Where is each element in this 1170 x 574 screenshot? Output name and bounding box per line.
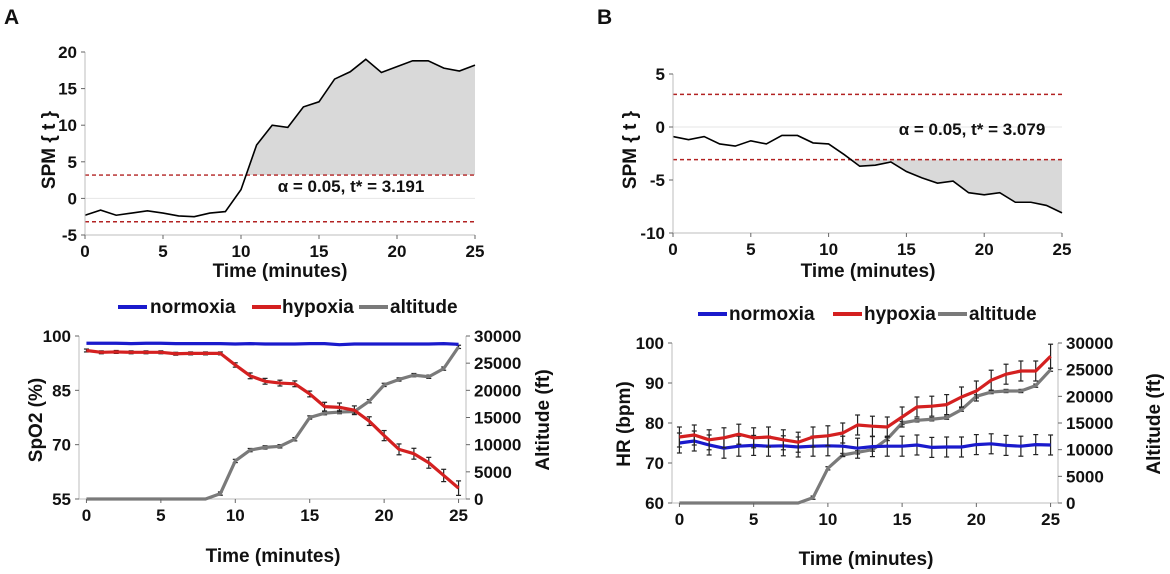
spm-a-xtick-label: 10 (232, 242, 251, 261)
spm-b-threshold-annotation: α = 0.05, t* = 3.079 (899, 120, 1046, 139)
tc-a-y2tick-label: 15000 (474, 409, 521, 428)
tc-b-y2label: Altitude (ft) (1144, 373, 1165, 474)
panel-label-b: B (597, 6, 612, 29)
spm-a-ylabel: SPM { t } (39, 110, 60, 189)
legend-b: normoxia hypoxia altitude (698, 304, 1037, 325)
tc-b-xtick-label: 0 (675, 510, 684, 529)
tc-b-xtick-label: 5 (749, 510, 758, 529)
spm-a-ytick-label: -5 (62, 226, 77, 245)
tc-a-xtick-label: 25 (449, 506, 468, 525)
legend-b-hypoxia-label: hypoxia (864, 304, 936, 325)
spm-a-cluster-shading (246, 59, 475, 176)
tc-b-xlabel: Time (minutes) (799, 549, 934, 570)
timecourse-plot-a: 55 70 85 100 0 5000 10000 15000 20000 25000 30000 0… (43, 327, 522, 525)
tc-a-y2tick-label: 20000 (474, 381, 521, 400)
spm-a-ytick-label: 0 (68, 189, 77, 208)
spm-a-xlabel: Time (minutes) (213, 261, 348, 282)
tc-a-xtick-label: 10 (226, 506, 245, 525)
legend-b-normoxia-label: normoxia (729, 304, 815, 325)
tc-b-altitude-line (679, 368, 1052, 505)
spm-a-ytick-label: 20 (58, 43, 77, 62)
spm-b-ytick-label: 5 (656, 65, 665, 84)
tc-b-y2tick-label: 30000 (1066, 334, 1113, 353)
legend-a-altitude-label: altitude (390, 297, 458, 318)
tc-b-y2tick-label: 20000 (1066, 387, 1113, 406)
spm-b-xtick-label: 10 (819, 240, 838, 259)
tc-a-ytick-label: 70 (52, 436, 71, 455)
spm-a-xtick-label: 20 (388, 242, 407, 261)
tc-a-y2tick-label: 10000 (474, 436, 521, 455)
legend-a: normoxia hypoxia altitude (118, 297, 458, 318)
tc-b-ytick-label: 70 (645, 454, 664, 473)
tc-b-ytick-label: 90 (645, 374, 664, 393)
tc-a-xtick-label: 5 (156, 506, 165, 525)
spm-b-ytick-label: -10 (640, 224, 665, 243)
tc-a-ytick-label: 100 (43, 327, 71, 346)
tc-a-y2tick-label: 5000 (474, 463, 512, 482)
tc-b-ylabel: HR (bpm) (614, 381, 635, 466)
tc-a-y2tick-label: 30000 (474, 327, 521, 346)
spm-b-xtick-label: 20 (975, 240, 994, 259)
spm-b-xtick-label: 15 (897, 240, 916, 259)
tc-b-ytick-label: 80 (645, 414, 664, 433)
spm-b-ytick-label: -5 (650, 171, 665, 190)
spm-a-ytick-label: 5 (68, 153, 77, 172)
spm-b-xtick-label: 0 (668, 240, 677, 259)
legend-a-normoxia-label: normoxia (150, 297, 236, 318)
tc-b-y2tick-label: 25000 (1066, 361, 1113, 380)
tc-b-xtick-label: 25 (1041, 510, 1060, 529)
tc-a-ytick-label: 85 (52, 381, 71, 400)
spm-a-xtick-label: 5 (158, 242, 167, 261)
tc-a-ylabel: SpO2 (%) (26, 378, 47, 462)
legend-a-hypoxia-label: hypoxia (282, 297, 354, 318)
spm-b-xtick-label: 5 (746, 240, 755, 259)
tc-b-normoxia-line (679, 439, 1051, 450)
tc-b-y2tick-label: 15000 (1066, 414, 1113, 433)
tc-b-y2tick-label: 0 (1066, 494, 1075, 513)
tc-a-normoxia-line (86, 341, 459, 347)
tc-b-ytick-label: 100 (636, 334, 664, 353)
tc-a-xlabel: Time (minutes) (206, 546, 341, 567)
spm-b-ylabel: SPM { t } (620, 110, 641, 189)
spm-a-ytick-label: 10 (58, 116, 77, 135)
tc-a-ytick-label: 55 (52, 490, 71, 509)
tc-b-xtick-label: 15 (893, 510, 912, 529)
tc-b-hypoxia-line (679, 355, 1052, 444)
tc-a-xtick-label: 15 (300, 506, 319, 525)
panel-label-a: A (4, 6, 19, 29)
spm-a-xtick-label: 0 (80, 242, 89, 261)
tc-b-y2tick-label: 10000 (1066, 441, 1113, 460)
tc-b-xtick-label: 10 (818, 510, 837, 529)
tc-b-ytick-label: 60 (645, 494, 664, 513)
spm-b-cluster-shading (850, 159, 1062, 213)
spm-b-xtick-label: 25 (1053, 240, 1072, 259)
tc-a-y2label: Altitude (ft) (533, 369, 554, 470)
timecourse-plot-b: 6070809010005000100001500020000250003000… (636, 334, 1114, 529)
tc-a-hypoxia-line (86, 348, 460, 490)
tc-a-xtick-label: 0 (82, 506, 91, 525)
spm-a-ytick-label: 15 (58, 80, 77, 99)
tc-a-y2tick-label: 0 (474, 490, 483, 509)
spm-b-spm-curve (672, 134, 1063, 214)
tc-a-altitude-line (86, 345, 460, 501)
spm-a-threshold-annotation: α = 0.05, t* = 3.191 (278, 177, 425, 196)
legend-b-altitude-label: altitude (969, 304, 1037, 325)
spm-a-xtick-label: 25 (466, 242, 485, 261)
spm-a-spm-curve (84, 58, 476, 218)
tc-b-y2tick-label: 5000 (1066, 467, 1104, 486)
tc-a-y2tick-label: 25000 (474, 354, 521, 373)
spm-b-xlabel: Time (minutes) (801, 261, 936, 282)
spm-a-xtick-label: 15 (310, 242, 329, 261)
spm-plot-b: -10 -5 0 5 0 5 10 15 20 25 (640, 65, 1071, 259)
tc-a-xtick-label: 20 (375, 506, 394, 525)
spm-b-ytick-label: 0 (656, 118, 665, 137)
tc-b-xtick-label: 20 (967, 510, 986, 529)
